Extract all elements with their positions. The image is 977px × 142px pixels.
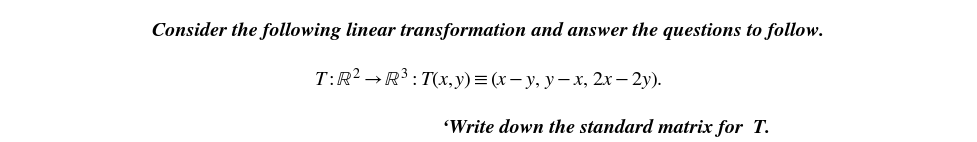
Text: $\mathit{T} : \mathbb{R}^2 \rightarrow \mathbb{R}^3 : \mathit{T}(x,y) \equiv (x-: $\mathit{T} : \mathbb{R}^2 \rightarrow \… bbox=[315, 66, 662, 93]
Text: Consider the following linear transformation and answer the questions to follow.: Consider the following linear transforma… bbox=[152, 22, 825, 40]
Text: ‘Write down the standard matrix for  T.: ‘Write down the standard matrix for T. bbox=[442, 119, 770, 137]
